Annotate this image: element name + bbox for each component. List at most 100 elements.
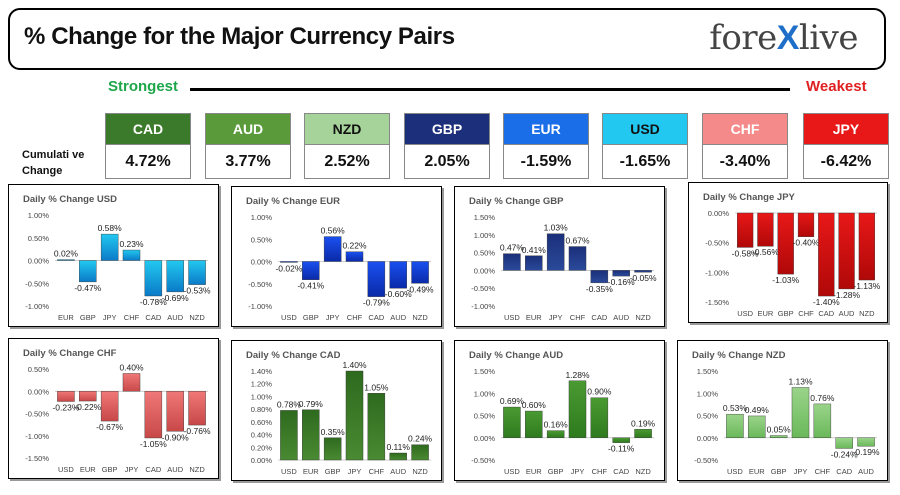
bar [166, 391, 184, 432]
strongest-label: Strongest [108, 78, 179, 95]
data-label: 0.58% [98, 223, 123, 233]
page-title: % Change for the Major Currency Pairs [24, 23, 455, 50]
chart-title: Daily % Change GBP [469, 196, 564, 207]
y-tick-label: -1.00% [25, 302, 49, 311]
bar [100, 391, 119, 422]
y-tick-label: 0.00% [697, 434, 719, 443]
x-tick-label: GBP [80, 313, 96, 322]
x-tick-label: EUR [526, 467, 542, 476]
x-tick-label: CHF [369, 467, 385, 476]
chart-title: Daily % Change EUR [246, 196, 340, 207]
bar [122, 249, 141, 261]
y-tick-label: -0.50% [471, 456, 495, 465]
data-label: 0.90% [587, 387, 612, 397]
data-label: 1.05% [364, 382, 389, 392]
x-tick-label: NZD [635, 467, 651, 476]
chart-panel-usd: Daily % Change USD 1.00% 0.50% 0.00% -0.50% -… [8, 184, 219, 327]
y-tick-label: 0.00% [251, 258, 273, 267]
bar [546, 233, 565, 271]
data-label: -0.22% [74, 402, 101, 412]
data-label: -0.16% [608, 277, 635, 287]
currency-box-usd: USD -1.65% [602, 113, 688, 179]
bar [280, 261, 298, 263]
x-tick-label: NZD [189, 313, 205, 322]
data-label: -0.56% [752, 247, 779, 257]
y-tick-label: 1.00% [474, 389, 496, 398]
bar [345, 251, 364, 262]
data-label: -0.24% [831, 449, 858, 459]
x-tick-label: USD [58, 465, 74, 474]
currency-box-nzd: NZD 2.52% [304, 113, 390, 179]
x-tick-label: GBP [303, 313, 319, 322]
currency-name: AUD [206, 114, 290, 145]
bar [79, 260, 97, 283]
data-label: 0.47% [500, 243, 525, 253]
data-label: -0.78% [140, 297, 167, 307]
bar [302, 409, 320, 461]
data-label: -0.69% [162, 293, 189, 303]
data-label: -0.19% [853, 447, 880, 457]
bar [411, 444, 429, 461]
data-label: 0.35% [321, 427, 346, 437]
bar [634, 270, 652, 273]
bar [791, 387, 810, 438]
y-tick-label: 0.50% [28, 234, 50, 243]
y-tick-label: 1.00% [251, 392, 273, 401]
bar [79, 391, 97, 402]
currency-box-eur: EUR -1.59% [503, 113, 589, 179]
bar [612, 270, 630, 277]
x-tick-label: CAD [368, 313, 384, 322]
x-tick-label: GBP [325, 467, 341, 476]
bar [612, 437, 630, 443]
data-label: -0.11% [608, 444, 635, 454]
y-tick-label: 0.00% [474, 434, 496, 443]
chart-panel-gbp: Daily % Change GBP 1.50% 1.00% 0.50% 0.00% -0… [454, 186, 665, 327]
x-tick-label: NZD [412, 313, 428, 322]
chart-title: Daily % Change JPY [703, 192, 796, 203]
data-label: 0.40% [119, 362, 144, 372]
data-label: 0.78% [277, 399, 302, 409]
cumulative-change-label: Cumulati ve Change [22, 149, 85, 177]
bar [389, 452, 407, 461]
y-tick-label: 0.50% [697, 412, 719, 421]
brand-logo: foreXlive [709, 18, 858, 58]
cumulative-value: 4.72% [106, 145, 190, 178]
bar [100, 233, 119, 261]
y-tick-label: -0.50% [471, 284, 495, 293]
y-tick-label: 1.50% [474, 367, 496, 376]
currency-name: USD [603, 114, 687, 145]
data-label: 1.40% [342, 360, 367, 370]
y-tick-label: 0.20% [251, 443, 273, 452]
chart-title: Daily % Change NZD [692, 350, 786, 361]
y-tick-label: 1.00% [697, 389, 719, 398]
y-tick-label: 0.00% [708, 209, 730, 218]
data-label: -1.05% [140, 439, 167, 449]
cumulative-value: -1.65% [603, 145, 687, 178]
data-label: -0.76% [184, 426, 211, 436]
bar [737, 212, 754, 248]
currency-name: JPY [804, 114, 888, 145]
y-tick-label: -0.50% [248, 280, 272, 289]
currency-box-chf: CHF -3.40% [702, 113, 788, 179]
bar [525, 255, 543, 271]
x-tick-label: AUD [858, 467, 874, 476]
currency-name: EUR [504, 114, 588, 145]
x-tick-label: AUD [167, 313, 183, 322]
bar [777, 212, 794, 275]
data-label: 0.60% [522, 400, 547, 410]
bar [546, 430, 565, 438]
data-label: -1.40% [813, 297, 840, 307]
cumulative-value: -1.59% [504, 145, 588, 178]
y-tick-label: -1.50% [705, 298, 729, 307]
x-tick-label: JPY [103, 313, 117, 322]
data-label: -0.60% [385, 289, 412, 299]
x-tick-label: AUD [390, 313, 406, 322]
bar [818, 212, 835, 297]
bar [525, 410, 543, 438]
data-label: -0.41% [297, 281, 324, 291]
y-tick-label: -1.50% [25, 454, 49, 463]
data-label: 0.22% [342, 241, 367, 251]
x-tick-label: USD [737, 309, 753, 318]
x-tick-label: USD [504, 313, 520, 322]
x-tick-label: CAD [591, 313, 607, 322]
